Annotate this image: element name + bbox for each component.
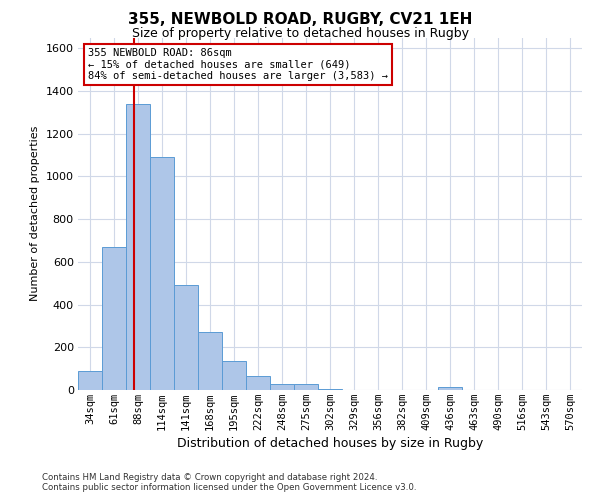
Text: 355, NEWBOLD ROAD, RUGBY, CV21 1EH: 355, NEWBOLD ROAD, RUGBY, CV21 1EH (128, 12, 472, 28)
X-axis label: Distribution of detached houses by size in Rugby: Distribution of detached houses by size … (177, 437, 483, 450)
Bar (102, 247, 126, 390)
Bar (438, 387, 462, 390)
Text: 355 NEWBOLD ROAD: 86sqm
← 15% of detached houses are smaller (649)
84% of semi-d: 355 NEWBOLD ROAD: 86sqm ← 15% of detache… (88, 48, 388, 82)
Bar (126, 104, 150, 390)
Y-axis label: Number of detached properties: Number of detached properties (30, 126, 40, 302)
Bar (222, 361, 246, 390)
Bar (150, 157, 174, 390)
Bar (174, 286, 198, 390)
Bar (318, 389, 342, 390)
Bar (294, 384, 318, 390)
Bar (246, 376, 270, 390)
Text: Contains HM Land Registry data © Crown copyright and database right 2024.
Contai: Contains HM Land Registry data © Crown c… (42, 473, 416, 492)
Bar (198, 332, 222, 390)
Text: Size of property relative to detached houses in Rugby: Size of property relative to detached ho… (131, 28, 469, 40)
Bar (78, 371, 102, 390)
Bar (270, 384, 294, 390)
